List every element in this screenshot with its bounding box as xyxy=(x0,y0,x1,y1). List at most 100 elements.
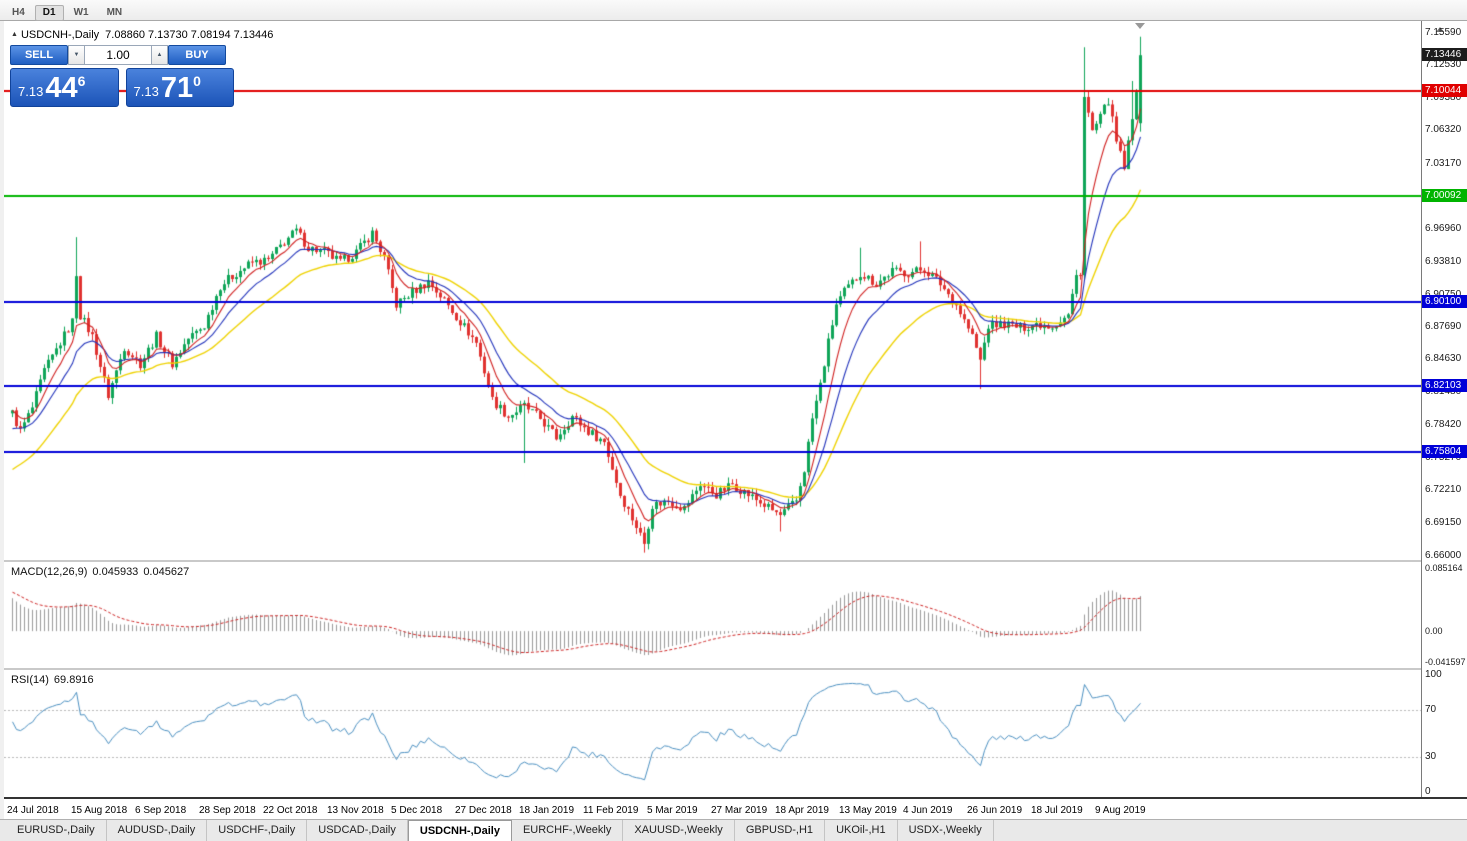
macd-axis-label: 0.085164 xyxy=(1425,563,1463,573)
rsi-indicator-canvas[interactable] xyxy=(4,670,1421,797)
date-axis-label: 24 Jul 2018 xyxy=(7,805,59,816)
date-axis-label: 18 Jul 2019 xyxy=(1031,805,1083,816)
chart-tab-xauusd-weekly[interactable]: XAUUSD-,Weekly xyxy=(623,820,735,841)
chart-tab-usdcnh-daily[interactable]: USDCNH-,Daily xyxy=(407,820,512,841)
sell-price-point: 6 xyxy=(77,73,86,89)
price-axis-tick: 6.72210 xyxy=(1425,484,1462,496)
rsi-axis-label: 100 xyxy=(1425,669,1442,680)
rsi-value: 69.8916 xyxy=(53,674,94,686)
ohlc-values: 7.08860 7.13730 7.08194 7.13446 xyxy=(105,29,274,41)
date-axis-label: 15 Aug 2018 xyxy=(71,805,128,816)
price-axis-tick: 7.03170 xyxy=(1425,157,1462,169)
chart-tab-usdchf-daily[interactable]: USDCHF-,Daily xyxy=(207,820,308,841)
chevron-up-icon: ▲ xyxy=(156,52,163,58)
price-axis-tick: 6.81480 xyxy=(1425,386,1462,398)
chart-area[interactable]: 7.15590 7.12530 7.09380 7.06320 7.03170 6.969… xyxy=(4,21,1467,801)
timeframe-button-d1[interactable]: D1 xyxy=(34,5,64,21)
panel-separator[interactable] xyxy=(4,560,1467,562)
chart-tab-audusd-daily[interactable]: AUDUSD-,Daily xyxy=(107,820,208,841)
rsi-axis-label: 30 xyxy=(1425,750,1437,762)
level-price-label: 7.10044 xyxy=(1422,84,1467,98)
macd-main-value: 0.045933 xyxy=(92,566,139,578)
sell-price-display[interactable]: 7.13 44 6 xyxy=(10,68,119,107)
macd-axis-label: 0.00 xyxy=(1425,626,1443,637)
price-axis-tick: 6.78420 xyxy=(1425,418,1462,430)
panel-separator[interactable] xyxy=(4,668,1467,670)
buy-price-point: 0 xyxy=(193,73,201,89)
volume-input[interactable] xyxy=(85,45,151,65)
date-axis-label: 26 Jun 2019 xyxy=(967,805,1023,816)
price-chart-canvas[interactable] xyxy=(4,23,1421,560)
level-price-label: 6.75804 xyxy=(1422,445,1467,459)
price-axis-tick: 6.84630 xyxy=(1425,353,1462,365)
timeframe-toolbar: H4 D1 W1 MN xyxy=(0,0,1467,21)
price-axis-tick: 6.69150 xyxy=(1425,516,1462,528)
one-click-prices-row: 7.13 44 6 7.13 71 0 xyxy=(10,68,234,107)
macd-signal-value: 0.045627 xyxy=(143,566,190,578)
chart-symbol-label: USDCNH-,Daily xyxy=(20,29,100,41)
date-axis-label: 28 Sep 2018 xyxy=(199,805,256,816)
level-price-label: 7.00092 xyxy=(1422,189,1467,203)
date-axis-label: 13 May 2019 xyxy=(839,805,897,816)
chart-tab-usdx-weekly[interactable]: USDX-,Weekly xyxy=(898,820,994,841)
date-axis-label: 18 Apr 2019 xyxy=(775,805,829,816)
time-axis[interactable]: 24 Jul 2018 15 Aug 2018 6 Sep 2018 28 Sep 2… xyxy=(4,801,1467,819)
rsi-label: RSI(14) 69.8916 xyxy=(11,674,94,686)
chart-tab-ukoil-h1[interactable]: UKOil-,H1 xyxy=(825,820,898,841)
price-axis-tick: 7.06320 xyxy=(1425,124,1462,136)
rsi-axis-label: 0 xyxy=(1425,786,1431,797)
price-axis-tick: 7.12530 xyxy=(1425,58,1462,70)
sell-price-pips: 44 xyxy=(45,72,78,104)
date-axis-label: 6 Sep 2018 xyxy=(135,805,187,816)
current-price-label: 7.13446 xyxy=(1422,48,1467,62)
chart-tab-eurusd-daily[interactable]: EURUSD-,Daily xyxy=(6,820,107,841)
chart-title: ▲ USDCNH-,Daily 7.08860 7.13730 7.08194 7.… xyxy=(11,29,273,41)
chart-shift-marker-icon xyxy=(1135,23,1145,29)
buy-price-display[interactable]: 7.13 71 0 xyxy=(125,68,234,107)
macd-label: MACD(12,26,9) 0.045933 0.045627 xyxy=(11,566,189,578)
price-axis-tick: 6.87690 xyxy=(1425,320,1462,332)
price-axis[interactable]: 7.15590 7.12530 7.09380 7.06320 7.03170 6.969… xyxy=(1421,21,1467,797)
rsi-indicator-name: RSI(14) xyxy=(11,674,49,686)
chart-tab-usdcad-daily[interactable]: USDCAD-,Daily xyxy=(307,820,408,841)
date-axis-label: 22 Oct 2018 xyxy=(263,805,318,816)
timeframe-button-mn[interactable]: MN xyxy=(106,7,123,18)
volume-decrease-button[interactable]: ▼ xyxy=(68,45,85,65)
one-click-trading-panel: SELL ▼ ▲ BUY 7.13 44 6 7.13 71 0 xyxy=(10,45,234,107)
buy-price-base: 7.13 xyxy=(133,84,159,99)
date-axis-label: 9 Aug 2019 xyxy=(1095,805,1146,816)
level-price-label: 6.90100 xyxy=(1422,294,1467,308)
chart-tab-bar: EURUSD-,Daily AUDUSD-,Daily USDCHF-,Daily U… xyxy=(0,819,1467,841)
date-axis-label: 18 Jan 2019 xyxy=(519,805,575,816)
macd-indicator-canvas[interactable] xyxy=(4,562,1421,668)
chart-tab-gbpusd-h1[interactable]: GBPUSD-,H1 xyxy=(735,820,826,841)
volume-increase-button[interactable]: ▲ xyxy=(151,45,168,65)
chart-tab-eurchf-weekly[interactable]: EURCHF-,Weekly xyxy=(512,820,624,841)
chart-marker-icon: ▲ xyxy=(11,31,18,38)
date-axis-label: 5 Dec 2018 xyxy=(391,805,443,816)
level-price-label: 6.82103 xyxy=(1422,378,1467,392)
chart-bottom-frame xyxy=(4,797,1467,799)
rsi-axis-label: 70 xyxy=(1425,704,1437,716)
price-axis-tick: 6.90750 xyxy=(1422,289,1467,301)
macd-axis-label: -0.041597 xyxy=(1425,657,1466,667)
sell-price-base: 7.13 xyxy=(18,84,44,99)
date-axis-label: 13 Nov 2018 xyxy=(327,805,384,816)
date-axis-label: 27 Dec 2018 xyxy=(455,805,512,816)
macd-indicator-name: MACD(12,26,9) xyxy=(11,566,88,578)
date-axis-label: 11 Feb 2019 xyxy=(583,805,639,816)
scroll-up-icon xyxy=(1436,27,1444,32)
chevron-down-icon: ▼ xyxy=(73,52,80,58)
buy-price-pips: 71 xyxy=(160,72,194,104)
timeframe-button-w1[interactable]: W1 xyxy=(73,7,89,18)
date-axis-label: 4 Jun 2019 xyxy=(903,805,953,816)
price-axis-tick: 6.96960 xyxy=(1425,223,1462,235)
sell-button[interactable]: SELL xyxy=(10,45,68,65)
date-axis-label: 27 Mar 2019 xyxy=(711,805,768,816)
timeframe-button-h4[interactable]: H4 xyxy=(12,7,25,18)
buy-button[interactable]: BUY xyxy=(168,45,226,65)
date-axis-label: 5 Mar 2019 xyxy=(647,805,698,816)
price-axis-tick: 6.93810 xyxy=(1425,256,1462,268)
price-axis-tick: 6.66000 xyxy=(1425,549,1462,561)
